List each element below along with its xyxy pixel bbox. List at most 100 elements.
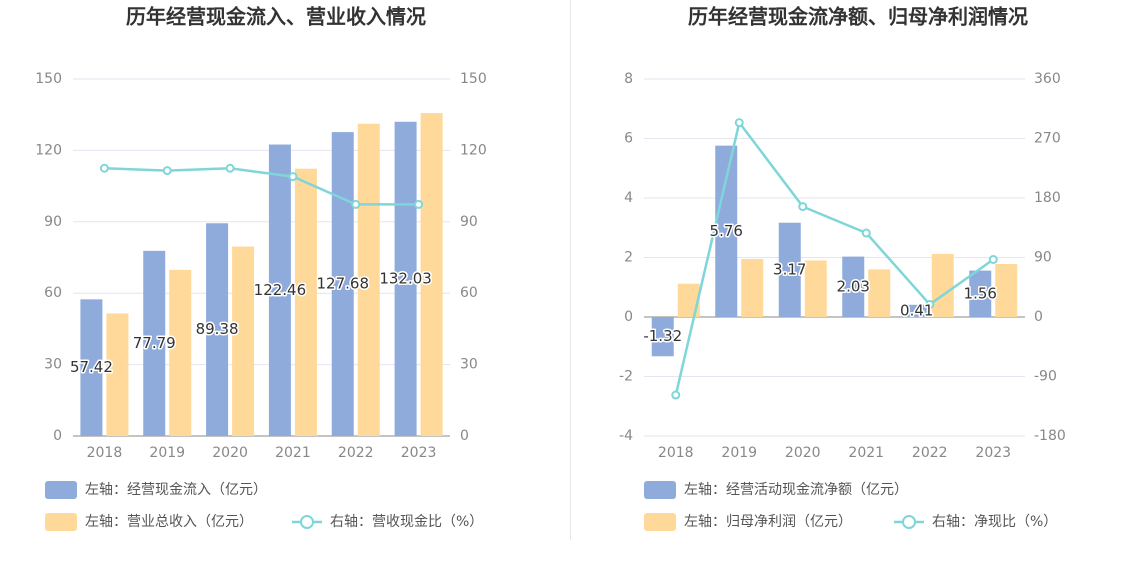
- line-point: [162, 166, 172, 176]
- bar-total-revenue: [106, 313, 129, 436]
- bar-data-label: 127.68: [317, 275, 370, 293]
- y-right-tick-label: -90: [1034, 369, 1057, 385]
- line-point: [798, 202, 808, 212]
- chart-title: 历年经营现金流入、营业收入情况: [126, 5, 426, 29]
- legend-label: 右轴：营收现金比（%）: [330, 514, 483, 530]
- bar-net-profit: [804, 260, 827, 317]
- line-point: [861, 228, 871, 238]
- bar-cash-inflow: [268, 144, 291, 436]
- bar-data-label: 3.17: [773, 260, 806, 278]
- legend-label: 左轴：经营现金流入（亿元）: [85, 482, 267, 498]
- legend-swatch-bar-left: [45, 481, 77, 499]
- bar-total-revenue: [420, 113, 443, 436]
- bar-total-revenue: [357, 123, 380, 436]
- y-left-tick-label: -2: [619, 369, 633, 385]
- y-left-tick-label: 30: [44, 357, 62, 373]
- bar-operating-cashflow-net: [969, 270, 992, 317]
- legend-swatch-line-marker: [300, 515, 314, 529]
- legend-label: 右轴：净现比（%）: [932, 514, 1057, 530]
- y-right-tick-label: 180: [1034, 190, 1061, 206]
- line-point: [988, 254, 998, 264]
- bar-data-label: 132.03: [379, 269, 432, 287]
- x-tick-label: 2023: [401, 445, 437, 461]
- line-point: [99, 163, 109, 173]
- bar-cash-inflow: [331, 132, 354, 437]
- x-tick-label: 2019: [721, 445, 757, 461]
- bar-total-revenue: [232, 246, 255, 436]
- x-tick-label: 2023: [975, 445, 1011, 461]
- line-revenue-cash-ratio: [104, 167, 419, 206]
- bar-cash-inflow: [80, 299, 103, 436]
- bar-net-profit: [995, 264, 1018, 317]
- bar-data-label: 2.03: [837, 277, 870, 295]
- x-tick-label: 2021: [275, 445, 311, 461]
- y-left-tick-label: 90: [44, 214, 62, 230]
- line-net-cash-ratio: [674, 119, 995, 396]
- y-right-tick-label: 60: [460, 285, 478, 301]
- y-right-tick-label: -180: [1034, 428, 1066, 444]
- bar-operating-cashflow-net: [651, 317, 674, 357]
- y-left-tick-label: 60: [44, 285, 62, 301]
- legend-label: 左轴：经营活动现金流净额（亿元）: [684, 482, 908, 498]
- chart-title: 历年经营现金流净额、归母净利润情况: [688, 5, 1028, 29]
- line-point: [225, 163, 235, 173]
- bar-net-profit: [741, 258, 764, 317]
- y-left-tick-label: 0: [53, 428, 62, 444]
- legend-label: 左轴：营业总收入（亿元）: [85, 514, 253, 530]
- bar-operating-cashflow-net: [905, 304, 928, 317]
- x-tick-label: 2022: [912, 445, 948, 461]
- y-right-tick-label: 150: [460, 71, 487, 87]
- bar-operating-cashflow-net: [842, 256, 865, 317]
- y-left-tick-label: 6: [624, 131, 633, 147]
- y-left-tick-label: 2: [624, 250, 633, 266]
- y-right-tick-label: 90: [460, 214, 478, 230]
- bar-cash-inflow: [394, 121, 417, 436]
- line-point: [414, 199, 424, 209]
- legend-swatch-bar-left: [644, 481, 676, 499]
- bar-operating-cashflow-net: [778, 222, 801, 317]
- y-left-tick-label: 150: [35, 71, 62, 87]
- bar-cash-inflow: [206, 223, 229, 436]
- bar-cash-inflow: [143, 250, 166, 436]
- y-right-tick-label: 120: [460, 142, 487, 158]
- x-tick-label: 2022: [338, 445, 374, 461]
- line-point: [288, 172, 298, 182]
- line-point: [351, 199, 361, 209]
- bar-data-label: 5.76: [710, 222, 743, 240]
- y-left-tick-label: 0: [624, 309, 633, 325]
- bar-data-label: 57.42: [70, 358, 113, 376]
- bar-net-profit: [677, 283, 700, 317]
- legend-label: 左轴：归母净利润（亿元）: [684, 513, 852, 530]
- bar-total-revenue: [169, 269, 192, 436]
- bar-data-label: 0.41: [900, 301, 933, 319]
- y-right-tick-label: 0: [1034, 309, 1043, 325]
- panel-divider: [570, 0, 571, 540]
- bar-data-label: 89.38: [196, 320, 239, 338]
- y-right-tick-label: 0: [460, 428, 469, 444]
- y-left-tick-label: 120: [35, 142, 62, 158]
- x-tick-label: 2019: [149, 445, 185, 461]
- y-right-tick-label: 30: [460, 357, 478, 373]
- y-right-tick-label: 90: [1034, 250, 1052, 266]
- y-left-tick-label: 8: [624, 71, 633, 87]
- y-right-tick-label: 360: [1034, 71, 1061, 87]
- x-tick-label: 2018: [658, 445, 694, 461]
- bar-data-label: -1.32: [643, 327, 682, 345]
- bar-data-label: 77.79: [133, 334, 176, 352]
- bar-data-label: 1.56: [964, 284, 997, 302]
- line-point: [671, 390, 681, 400]
- y-left-tick-label: -4: [619, 428, 633, 444]
- x-tick-label: 2020: [212, 445, 248, 461]
- y-left-tick-label: 4: [624, 190, 633, 206]
- line-point: [925, 299, 935, 309]
- y-right-tick-label: 270: [1034, 131, 1061, 147]
- legend-swatch-bar-right: [45, 513, 77, 531]
- bar-data-label: 122.46: [254, 281, 307, 299]
- legend-swatch-bar-right: [644, 513, 676, 531]
- bar-operating-cashflow-net: [715, 145, 738, 317]
- bar-net-profit: [931, 253, 954, 317]
- x-tick-label: 2021: [848, 445, 884, 461]
- bar-total-revenue: [294, 168, 317, 436]
